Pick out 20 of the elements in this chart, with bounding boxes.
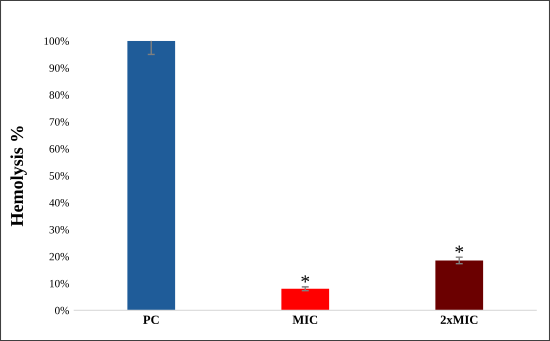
bar <box>281 288 330 310</box>
y-tick-label: 60% <box>50 145 70 153</box>
y-tick-label: 50% <box>50 172 70 180</box>
y-tick-label: 30% <box>50 226 70 234</box>
x-tick-label: 2xMIC <box>440 316 478 324</box>
bar <box>127 40 176 310</box>
y-tick-label: 10% <box>50 280 70 288</box>
y-tick-label: 0% <box>55 306 70 314</box>
annotation: * <box>455 246 464 253</box>
y-tick-label: 100% <box>44 37 70 45</box>
x-tick-label: PC <box>143 316 159 324</box>
y-tick-label: 20% <box>50 252 70 260</box>
annotation: * <box>301 275 310 282</box>
y-tick-label: 80% <box>49 91 70 99</box>
y-axis-title: Hemolysis % <box>10 126 27 226</box>
y-tick-label: 70% <box>50 118 70 126</box>
y-tick-label: 90% <box>49 64 70 72</box>
bar <box>435 260 484 310</box>
x-tick-label: MIC <box>292 316 318 324</box>
y-tick-label: 40% <box>49 199 70 207</box>
